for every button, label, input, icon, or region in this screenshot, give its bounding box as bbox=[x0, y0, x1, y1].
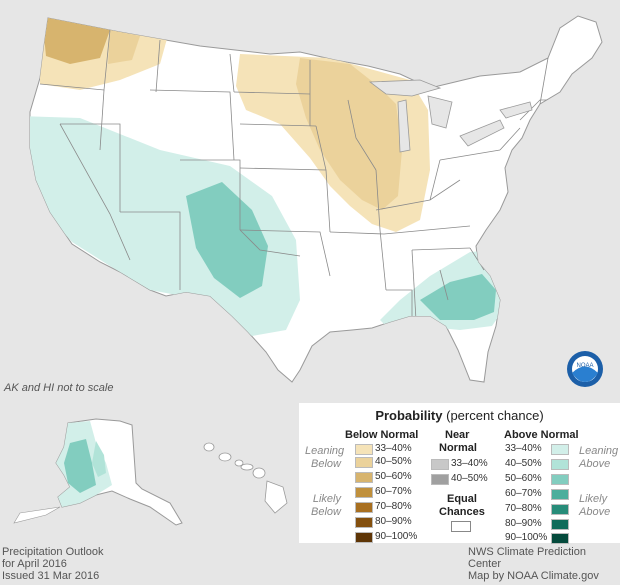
above-swatch bbox=[551, 459, 569, 470]
above-row-label: 40–50% bbox=[505, 458, 542, 469]
state-boundaries bbox=[39, 29, 560, 321]
equal-chances-heading-1: Equal bbox=[447, 493, 477, 505]
above-row-label: 70–80% bbox=[505, 503, 542, 514]
alaska-inset-map bbox=[0, 403, 185, 543]
below-normal-region-idaho bbox=[108, 30, 140, 64]
above-row-label: 90–100% bbox=[505, 532, 548, 543]
near-row-label: 40–50% bbox=[451, 473, 488, 484]
leaning-above-label: Leaning Above bbox=[579, 445, 618, 471]
equal-chances-heading-2: Chances bbox=[439, 506, 485, 518]
above-row-label: 50–60% bbox=[505, 473, 542, 484]
below-normal-region-iowa-wisconsin bbox=[296, 58, 402, 210]
above-swatch bbox=[551, 489, 569, 500]
below-row-label: 90–100% bbox=[375, 531, 418, 542]
hawaii-inset-map bbox=[187, 403, 297, 543]
legend-title: Probability (percent chance) bbox=[299, 408, 620, 423]
likely-above-label-2: Above bbox=[579, 506, 611, 518]
below-swatch bbox=[355, 517, 373, 528]
near-row-label: 33–40% bbox=[451, 458, 488, 469]
likely-above-label-1: Likely bbox=[579, 493, 608, 505]
below-swatch bbox=[355, 457, 373, 468]
above-row-label: 60–70% bbox=[505, 488, 542, 499]
above-swatch bbox=[551, 444, 569, 455]
below-normal-region-washington bbox=[42, 16, 110, 64]
near-normal-heading-1: Near bbox=[445, 429, 470, 441]
footer-source: NWS Climate Prediction Center bbox=[468, 546, 586, 570]
above-swatch bbox=[551, 504, 569, 515]
legend-panel: Probability (percent chance) Below Norma… bbox=[299, 403, 620, 544]
below-row-label: 60–70% bbox=[375, 486, 412, 497]
above-normal-region-colorado-texas bbox=[186, 182, 268, 298]
hawaii-islands bbox=[203, 442, 288, 514]
legend-title-bold: Probability bbox=[375, 408, 443, 423]
likely-below-label-1: Likely bbox=[312, 493, 341, 505]
above-normal-region-georgia bbox=[420, 274, 496, 320]
alaska-above-normal-interior bbox=[92, 441, 106, 477]
above-row-label: 80–90% bbox=[505, 518, 542, 529]
footer-credits-left: Precipitation Outlook for April 2016 Iss… bbox=[2, 546, 104, 582]
likely-above-label: Likely Above bbox=[579, 493, 610, 519]
near-normal-heading-2: Normal bbox=[439, 442, 477, 454]
above-row-label: 33–40% bbox=[505, 443, 542, 454]
above-swatch bbox=[551, 519, 569, 530]
equal-chances-swatch bbox=[451, 521, 471, 532]
below-normal-heading: Below Normal bbox=[345, 429, 419, 441]
above-swatch bbox=[551, 474, 569, 485]
above-swatch bbox=[551, 533, 569, 544]
noaa-logo: NOAA bbox=[567, 351, 603, 387]
footer-credits-right: NWS Climate Prediction Center Map by NOA… bbox=[468, 546, 616, 582]
leaning-below-label-1: Leaning bbox=[305, 445, 345, 457]
leaning-below-label-2: Below bbox=[311, 458, 341, 470]
footer-outlook-title: Precipitation Outlook bbox=[2, 546, 104, 558]
footer-map-credit: Map by NOAA Climate.gov bbox=[468, 570, 599, 582]
legend-title-rest: (percent chance) bbox=[446, 408, 544, 423]
below-swatch bbox=[355, 532, 373, 543]
near-swatch bbox=[431, 459, 449, 470]
below-swatch bbox=[355, 444, 373, 455]
below-row-label: 70–80% bbox=[375, 501, 412, 512]
great-lakes bbox=[368, 79, 533, 153]
likely-below-label-2: Below bbox=[311, 506, 341, 518]
leaning-above-label-1: Leaning bbox=[579, 445, 619, 457]
below-swatch bbox=[355, 472, 373, 483]
conus-map: NOAA bbox=[29, 15, 603, 387]
alaska-above-normal-core bbox=[64, 439, 96, 493]
scale-note: AK and HI not to scale bbox=[4, 382, 114, 394]
below-swatch bbox=[355, 487, 373, 498]
below-row-label: 40–50% bbox=[375, 456, 412, 467]
footer-issue-date: Issued 31 Mar 2016 bbox=[2, 570, 100, 582]
leaning-above-label-2: Above bbox=[579, 458, 611, 470]
aleutian-islands bbox=[13, 506, 61, 524]
leaning-below-label: Leaning Below bbox=[305, 445, 345, 471]
near-swatch bbox=[431, 474, 449, 485]
below-row-label: 33–40% bbox=[375, 443, 412, 454]
above-normal-heading: Above Normal bbox=[504, 429, 579, 441]
likely-below-label: Likely Below bbox=[305, 493, 341, 519]
below-swatch bbox=[355, 502, 373, 513]
noaa-logo-text: NOAA bbox=[576, 363, 593, 369]
footer-outlook-period: for April 2016 bbox=[2, 558, 67, 570]
below-row-label: 50–60% bbox=[375, 471, 412, 482]
below-row-label: 80–90% bbox=[375, 516, 412, 527]
